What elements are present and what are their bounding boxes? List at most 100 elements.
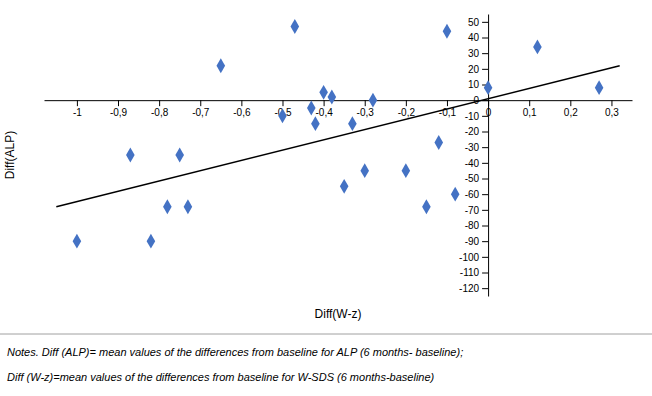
tick-label: -0,8 xyxy=(151,107,169,118)
tick: -80 xyxy=(465,220,488,231)
tick: 50 xyxy=(468,17,488,28)
scatter-point xyxy=(73,234,82,249)
tick-label: -30 xyxy=(465,142,480,153)
x-axis: -1-0,9-0,8-0,7-0,6-0,5-0,4-0,3-0,2-0,100… xyxy=(45,100,633,118)
tick: 0,3 xyxy=(605,100,619,118)
tick: -30 xyxy=(465,142,488,153)
tick: -0,4 xyxy=(315,100,333,118)
scatter-point xyxy=(319,85,328,100)
tick-mark xyxy=(482,38,488,39)
tick-mark xyxy=(118,100,119,106)
tick-mark xyxy=(282,100,283,106)
tick-mark xyxy=(482,22,488,23)
tick: -120 xyxy=(459,283,488,294)
chart: -1-0,9-0,8-0,7-0,6-0,5-0,4-0,3-0,2-0,100… xyxy=(0,0,652,396)
tick-label: -0,2 xyxy=(398,107,416,118)
scatter-point xyxy=(311,116,320,131)
tick: 0,1 xyxy=(523,100,537,118)
scatter-point xyxy=(443,24,452,39)
tick-label: -0,4 xyxy=(315,107,333,118)
scatter-point xyxy=(278,108,287,123)
tick-label: -0,9 xyxy=(110,107,128,118)
scatter-point xyxy=(369,93,378,108)
tick: -0,8 xyxy=(151,100,169,118)
tick: -10 xyxy=(465,111,488,122)
tick-mark xyxy=(77,100,78,106)
tick: -1 xyxy=(73,100,82,118)
tick-mark xyxy=(482,147,488,148)
tick: 30 xyxy=(468,48,488,59)
tick-label: -50 xyxy=(465,173,480,184)
tick-mark xyxy=(365,100,366,106)
scatter-point xyxy=(434,135,443,150)
scatter-point xyxy=(328,90,337,105)
tick-mark xyxy=(482,179,488,180)
tick: 0,2 xyxy=(564,100,578,118)
y-axis: -120-110-100-90-80-70-60-50-40-30-20-100… xyxy=(459,15,489,297)
tick-mark xyxy=(447,100,448,106)
tick-mark xyxy=(324,100,325,106)
scatter-point xyxy=(126,148,135,163)
scatter-point xyxy=(348,116,357,131)
tick-label: -10 xyxy=(465,111,480,122)
x-axis-title: Diff(W-z) xyxy=(315,307,362,321)
tick: -20 xyxy=(465,126,488,137)
tick-mark xyxy=(482,226,488,227)
tick-mark xyxy=(241,100,242,106)
scatter-point xyxy=(217,58,226,73)
note: Notes. Diff (ALP)= mean values of the di… xyxy=(7,346,463,358)
tick: -50 xyxy=(465,173,488,184)
scatter-point xyxy=(147,234,156,249)
tick: -90 xyxy=(465,236,488,247)
tick-label: 20 xyxy=(468,64,480,75)
scatter-point xyxy=(184,199,193,214)
tick-label: -0,7 xyxy=(192,107,210,118)
tick: -110 xyxy=(460,267,488,278)
tick-mark xyxy=(611,100,612,106)
tick-mark xyxy=(482,194,488,195)
tick: 40 xyxy=(468,32,488,43)
tick: -70 xyxy=(465,205,488,216)
tick-mark xyxy=(482,241,488,242)
tick-label: 30 xyxy=(468,48,480,59)
tick: 20 xyxy=(468,64,488,75)
trend-line xyxy=(56,66,619,207)
tick-mark xyxy=(482,132,488,133)
scatter-point xyxy=(163,199,172,214)
tick-mark xyxy=(482,210,488,211)
scatter-point xyxy=(360,163,369,178)
tick-mark xyxy=(570,100,571,106)
tick-label: 10 xyxy=(468,79,480,90)
tick-label: -60 xyxy=(465,189,480,200)
tick: -0,9 xyxy=(110,100,128,118)
tick-label: -40 xyxy=(465,158,480,169)
scatter-point xyxy=(422,199,431,214)
tick-mark xyxy=(159,100,160,106)
tick-mark xyxy=(482,257,488,258)
tick: -40 xyxy=(465,158,488,169)
tick-label: 0,3 xyxy=(605,107,619,118)
tick-label: 0,1 xyxy=(523,107,537,118)
tick-mark xyxy=(529,100,530,106)
scatter-point xyxy=(595,80,604,95)
tick: -0,6 xyxy=(233,100,251,118)
tick-label: -80 xyxy=(465,220,480,231)
tick-mark xyxy=(482,163,488,164)
scatter-point xyxy=(484,80,493,95)
scatter-point xyxy=(402,163,411,178)
scatter-point xyxy=(175,148,184,163)
tick-label: -120 xyxy=(459,283,479,294)
scatter-point xyxy=(291,19,300,34)
tick-mark xyxy=(482,69,488,70)
note: Diff (W-z)=mean values of the difference… xyxy=(7,371,435,383)
tick-label: -110 xyxy=(460,267,480,278)
tick-label: 50 xyxy=(468,17,480,28)
tick-mark xyxy=(482,273,488,274)
plot-area xyxy=(56,19,619,249)
tick-mark xyxy=(482,53,488,54)
tick-label: -70 xyxy=(465,205,480,216)
tick-label: -0,3 xyxy=(357,107,375,118)
tick-mark xyxy=(482,116,488,117)
scatter-point xyxy=(340,179,349,194)
tick: -100 xyxy=(459,252,488,263)
